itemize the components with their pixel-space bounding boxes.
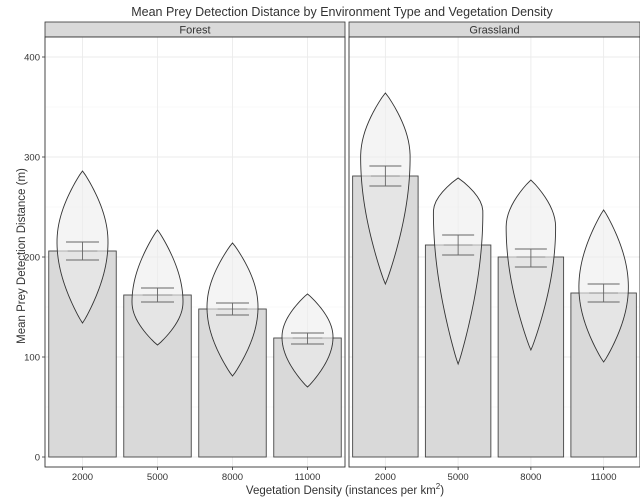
facet-panels: Forest 2000 5000 8000 11000 Grassland 2000 5000… xyxy=(44,21,640,483)
violin xyxy=(131,229,184,346)
x-axis-label-sup: 2 xyxy=(436,482,441,491)
facet-panel-grassland: Grassland 2000 5000 8000 11000 xyxy=(348,21,640,483)
panel-border xyxy=(348,36,640,468)
y-axis-label: Mean Prey Detection Distance (m) xyxy=(16,168,28,344)
x-tick-label: 11000 xyxy=(591,472,617,483)
x-tick-label: 8000 xyxy=(222,472,243,483)
facet-strip-label: Forest xyxy=(179,25,210,37)
x-tick-label: 2000 xyxy=(375,472,396,483)
x-axis-label-close: ) xyxy=(440,485,444,497)
x-axis-label-text: Vegetation Density (instances per km xyxy=(246,485,436,497)
panel-border xyxy=(44,36,346,468)
x-tick-label: 5000 xyxy=(448,472,469,483)
x-tick-label: 2000 xyxy=(72,472,93,483)
x-tick-label: 5000 xyxy=(147,472,168,483)
y-tick-label: 200 xyxy=(24,253,40,264)
y-tick-label: 100 xyxy=(24,353,40,364)
violin xyxy=(432,177,484,366)
y-tick-label: 400 xyxy=(24,53,40,64)
y-tick-label: 300 xyxy=(24,153,40,164)
facet-panel-forest: Forest 2000 5000 8000 11000 xyxy=(44,21,346,483)
violin xyxy=(360,92,411,286)
x-tick-label: 8000 xyxy=(520,472,541,483)
x-axis-label: Vegetation Density (instances per km2) xyxy=(246,482,444,497)
x-tick-label: 11000 xyxy=(295,472,321,483)
facet-strip-label: Grassland xyxy=(469,25,519,37)
y-tick-label: 0 xyxy=(35,453,40,464)
chart-title: Mean Prey Detection Distance by Environm… xyxy=(131,5,553,19)
y-axis: 0 100 200 300 400 xyxy=(24,53,45,464)
